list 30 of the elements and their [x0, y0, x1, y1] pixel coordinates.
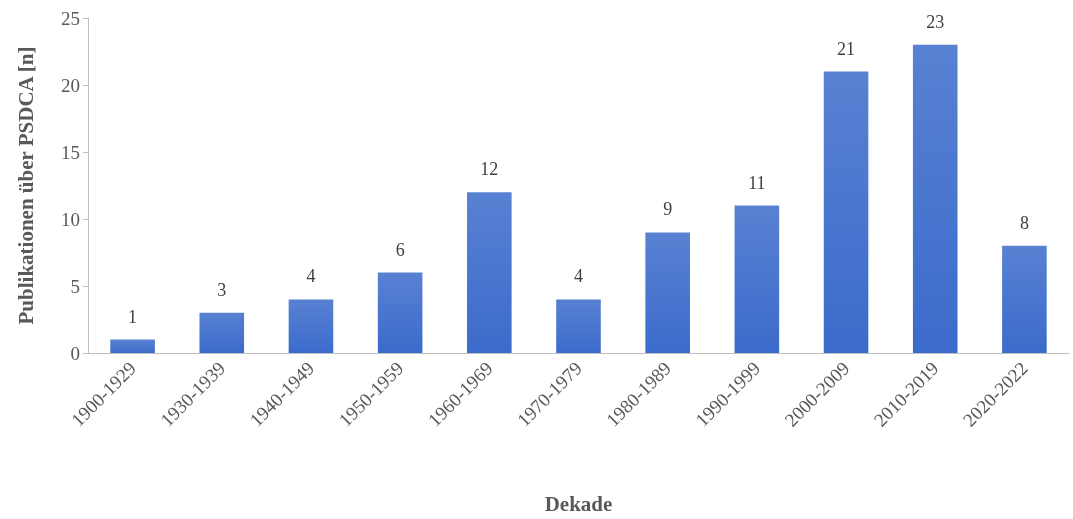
data-label: 4 — [306, 266, 316, 287]
data-label: 21 — [837, 38, 856, 59]
bar — [377, 272, 423, 353]
bar — [288, 299, 334, 353]
bar — [110, 339, 155, 353]
data-label: 6 — [395, 239, 405, 260]
bar — [467, 192, 512, 353]
y-tick-label: 5 — [70, 275, 80, 297]
y-tick-label: 15 — [61, 141, 80, 163]
data-label: 9 — [663, 199, 673, 220]
bar — [199, 312, 245, 353]
y-tick-label: 0 — [70, 342, 80, 364]
data-label: 11 — [748, 172, 766, 193]
y-tick-label: 20 — [61, 74, 80, 96]
bar — [1002, 245, 1047, 353]
data-label: 8 — [1019, 212, 1029, 233]
bar — [556, 299, 601, 353]
bar — [912, 44, 958, 353]
bar — [734, 205, 780, 353]
data-label: 1 — [128, 306, 138, 327]
data-label: 23 — [926, 11, 945, 32]
x-axis-title: Dekade — [544, 491, 613, 516]
y-tick-label: 25 — [61, 7, 80, 29]
data-label: 3 — [217, 279, 227, 300]
data-label: 4 — [574, 266, 583, 287]
bar — [645, 232, 690, 353]
y-axis-title: Publikationen über PSDCA [n] — [13, 46, 38, 325]
bar — [823, 71, 869, 353]
y-tick-label: 10 — [61, 208, 80, 230]
data-label: 12 — [480, 159, 499, 180]
